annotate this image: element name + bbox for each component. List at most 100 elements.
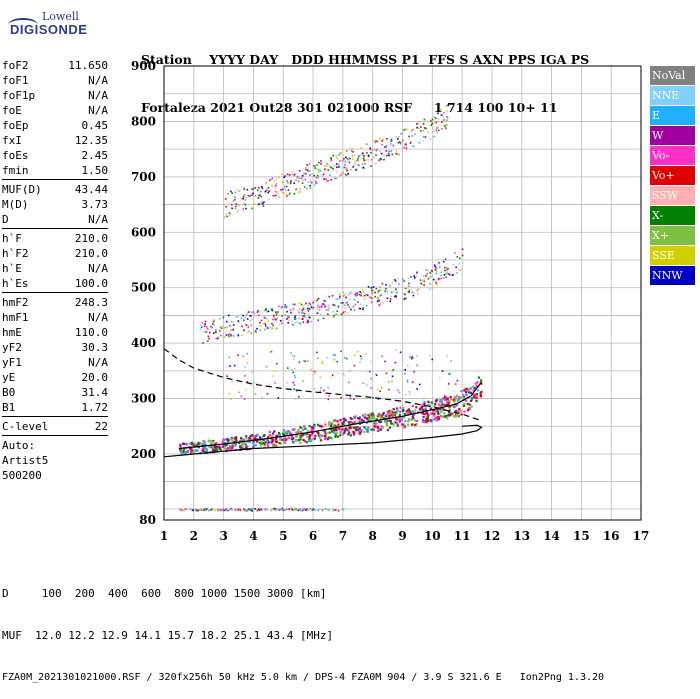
echo-point xyxy=(311,429,315,432)
echo-point xyxy=(423,400,426,404)
echo-point xyxy=(262,322,265,325)
echo-point xyxy=(366,417,369,420)
echo-point xyxy=(191,508,194,510)
echo-point xyxy=(258,509,261,511)
echo-point xyxy=(431,412,434,415)
echo-point xyxy=(359,291,361,293)
y-tick-label: 800 xyxy=(131,114,156,128)
legend-item: SSE xyxy=(650,246,695,265)
echo-point xyxy=(206,331,209,333)
x-tick-label: 9 xyxy=(398,529,406,543)
echo-point xyxy=(319,376,322,379)
echo-point xyxy=(446,117,449,119)
echo-point xyxy=(235,203,237,205)
echo-point xyxy=(225,205,228,208)
echo-point xyxy=(362,154,365,156)
echo-point xyxy=(468,403,471,406)
echo-point xyxy=(435,399,438,402)
echo-point xyxy=(463,410,466,413)
echo-point xyxy=(343,160,345,162)
echo-point xyxy=(286,180,288,182)
echo-point xyxy=(337,372,340,374)
echo-point xyxy=(333,304,336,307)
echo-point xyxy=(204,320,207,323)
echo-point xyxy=(392,408,395,411)
x-tick-label: 11 xyxy=(454,529,471,543)
echo-point xyxy=(386,297,389,300)
echo-point xyxy=(243,329,245,331)
echo-point xyxy=(333,419,337,422)
echo-point xyxy=(315,306,318,309)
echo-point xyxy=(252,445,255,448)
echo-point xyxy=(339,430,342,433)
echo-point xyxy=(416,292,419,295)
echo-point xyxy=(401,359,404,361)
echo-point xyxy=(281,322,283,325)
echo-point xyxy=(387,152,390,155)
echo-point xyxy=(385,422,388,425)
echo-point xyxy=(279,509,282,511)
echo-point xyxy=(291,323,293,326)
echo-point xyxy=(388,409,391,413)
echo-point xyxy=(434,266,437,268)
echo-point xyxy=(205,331,207,333)
echo-point xyxy=(412,128,414,131)
echo-point xyxy=(288,431,291,434)
echo-point xyxy=(227,447,230,450)
echo-point xyxy=(246,188,249,191)
echo-point xyxy=(282,439,285,442)
echo-point xyxy=(294,317,297,320)
echo-point xyxy=(286,315,289,318)
echo-point xyxy=(313,164,316,167)
logo-line2: DIGISONDE xyxy=(10,22,88,37)
echo-point xyxy=(444,258,447,261)
echo-point xyxy=(234,207,237,210)
echo-point xyxy=(254,187,257,189)
echo-point xyxy=(314,371,317,373)
echo-point xyxy=(301,509,304,512)
echo-point xyxy=(234,508,237,511)
echo-point xyxy=(433,135,435,138)
echo-point xyxy=(345,296,347,299)
param-value: N/A xyxy=(88,213,108,226)
echo-point xyxy=(327,306,330,309)
param-value: N/A xyxy=(88,104,108,117)
echo-point xyxy=(346,301,348,304)
echo-point xyxy=(254,393,257,395)
echo-point xyxy=(330,158,332,160)
echo-point xyxy=(383,154,385,157)
param-row: B0 31.4 xyxy=(2,385,108,400)
echo-point xyxy=(260,190,262,193)
echo-point xyxy=(255,331,258,333)
echo-point xyxy=(323,303,326,306)
param-row: h`Es 100.0 xyxy=(2,276,108,291)
echo-point xyxy=(366,427,369,430)
echo-point xyxy=(456,404,459,407)
echo-point xyxy=(202,342,204,344)
echo-point xyxy=(415,422,418,426)
echo-point xyxy=(404,128,407,131)
echo-point xyxy=(415,272,418,274)
echo-point xyxy=(337,304,340,307)
echo-point xyxy=(358,155,360,157)
echo-point xyxy=(314,184,316,187)
echo-point xyxy=(303,425,306,428)
echo-point xyxy=(271,375,274,377)
echo-point xyxy=(390,138,393,141)
echo-point xyxy=(288,173,291,176)
echo-point xyxy=(301,177,303,180)
echo-point xyxy=(453,252,456,254)
echo-point xyxy=(352,305,355,308)
echo-point xyxy=(326,162,328,165)
echo-point xyxy=(230,437,233,440)
param-row: fxI 12.35 xyxy=(2,133,108,148)
echo-point xyxy=(247,330,250,333)
echo-point xyxy=(275,508,278,510)
echo-point xyxy=(411,356,413,358)
echo-point xyxy=(444,118,447,121)
echo-point xyxy=(299,187,302,190)
echo-point xyxy=(231,381,233,383)
echo-point xyxy=(330,430,334,433)
echo-point xyxy=(290,438,293,441)
echo-point xyxy=(367,294,370,297)
